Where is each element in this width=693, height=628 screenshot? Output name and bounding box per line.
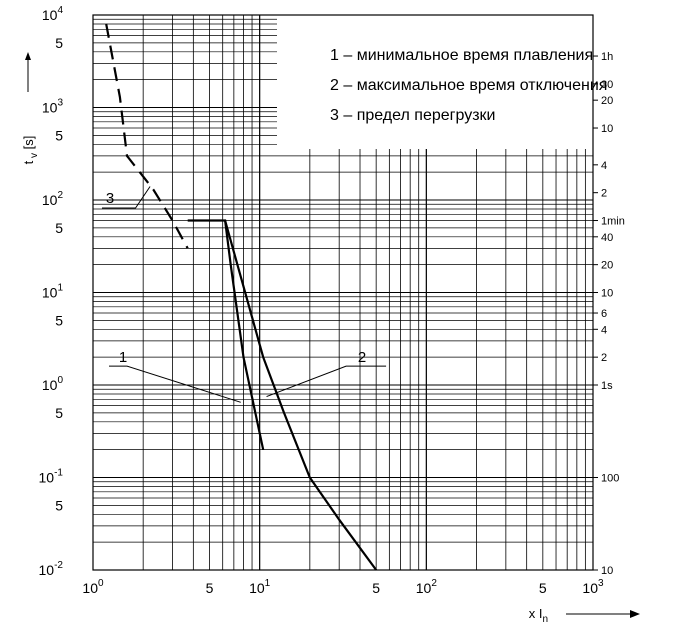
callout-2-label: 2 — [358, 349, 366, 366]
time-tick-label: 2 — [601, 188, 607, 200]
y-tick-label: 101 — [42, 283, 64, 301]
y-tick-label: 102 — [42, 190, 64, 208]
time-tick-label: 1h — [601, 51, 613, 63]
x-tick-label: 5 — [372, 580, 380, 596]
time-tick-label: 10 — [601, 565, 613, 577]
callout-1-label: 1 — [119, 349, 127, 366]
y-tick-labels: 104 5 103 5 102 5 101 5 100 5 10-1 5 10-2 — [39, 5, 64, 578]
x-tick-label: 101 — [249, 578, 271, 596]
time-tick-label: 4 — [601, 324, 607, 336]
y-tick-label: 10-2 — [39, 560, 64, 578]
x-axis-label: x In — [529, 606, 640, 625]
time-tick-label: 2 — [601, 352, 607, 364]
time-tick-label: 20 — [601, 260, 613, 272]
y-tick-label: 10-1 — [39, 468, 64, 486]
x-tick-label: 103 — [582, 578, 604, 596]
legend: 1 – минимальное время плавления 2 – макс… — [330, 47, 607, 124]
series-2-line — [224, 220, 378, 571]
time-tick-label: 1s — [601, 380, 613, 392]
time-tick-label: 1min — [601, 216, 625, 228]
callouts: 1 2 3 — [101, 186, 387, 403]
series-3-line — [105, 23, 189, 249]
callout-2-leader — [266, 365, 387, 398]
y-axis-arrow-icon — [25, 52, 31, 60]
time-tick-label: 30 — [601, 79, 613, 91]
x-axis-label-text: x In — [529, 606, 548, 625]
legend-box — [277, 15, 593, 149]
y-tick-label: 100 — [42, 375, 64, 393]
time-tick-label: 20 — [601, 95, 613, 107]
legend-entry-1: 1 – минимальное время плавления — [330, 47, 593, 64]
callout-3-label: 3 — [106, 190, 114, 207]
x-tick-labels: 100 5 101 5 102 5 103 — [82, 578, 604, 596]
x-tick-label: 5 — [206, 580, 214, 596]
x-tick-label: 100 — [82, 578, 104, 596]
y-tick-label: 5 — [55, 497, 63, 513]
callout-3-leader — [101, 186, 151, 209]
time-tick-label: 4 — [601, 160, 607, 172]
time-tick-label: 100 — [601, 473, 619, 485]
legend-entry-3: 3 – предел перегрузки — [330, 107, 495, 124]
x-axis-arrow-icon — [630, 610, 640, 618]
series — [105, 23, 378, 571]
time-tick-label: 40 — [601, 232, 613, 244]
y-tick-label: 5 — [55, 127, 63, 143]
y-tick-label: 5 — [55, 220, 63, 236]
x-tick-label: 102 — [416, 578, 438, 596]
legend-entry-2: 2 – максимальное время отключения — [330, 77, 607, 94]
y-tick-label: 5 — [55, 35, 63, 51]
y-tick-label: 5 — [55, 312, 63, 328]
y-tick-label: 103 — [42, 98, 64, 116]
y-tick-label: 5 — [55, 405, 63, 421]
series-1-line — [187, 219, 265, 450]
y-axis-label: t v [s] — [21, 52, 40, 164]
x-tick-label: 5 — [539, 580, 547, 596]
time-tick-labels: 1h 30 20 10 4 2 1min 40 20 10 6 4 2 1s 100 10 — [593, 51, 625, 577]
y-axis-label-text: t v [s] — [21, 136, 40, 165]
callout-1-leader — [109, 365, 241, 403]
time-tick-label: 10 — [601, 288, 613, 300]
time-tick-label: 10 — [601, 123, 613, 135]
y-tick-label: 104 — [42, 5, 64, 23]
time-tick-label: 6 — [601, 308, 607, 320]
